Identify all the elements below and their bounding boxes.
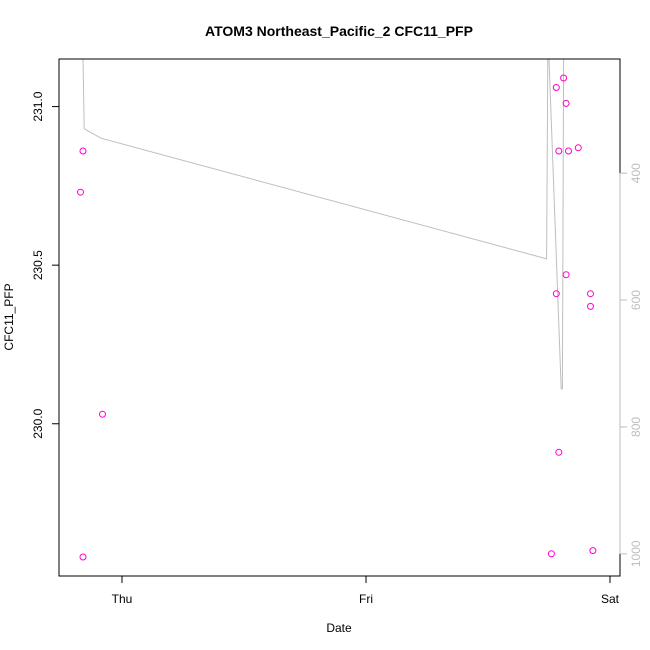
y-axis: 230.0 230.5 231.0	[31, 91, 60, 439]
data-point	[79, 553, 87, 561]
y-tick-label: 231.0	[31, 91, 45, 121]
data-point	[589, 547, 597, 555]
y2-tick-label: 1000	[629, 540, 643, 567]
y2-tick-label: 600	[629, 290, 643, 310]
plot-frame	[58, 58, 621, 577]
chart-title: ATOM3 Northeast_Pacific_2 CFC11_PFP	[205, 23, 473, 39]
y-tick-label: 230.5	[31, 250, 45, 280]
data-point	[547, 550, 555, 558]
data-point	[79, 147, 87, 155]
y-tick-label: 230.0	[31, 408, 45, 438]
data-point	[574, 144, 582, 152]
y2-tick-label: 800	[629, 417, 643, 437]
data-point	[555, 147, 563, 155]
data-point	[77, 188, 84, 196]
data-point	[552, 84, 560, 91]
plot-area	[77, 59, 597, 561]
y-axis-label: CFC11_PFP	[2, 283, 16, 350]
x-tick-label: Fri	[359, 592, 373, 606]
data-point	[552, 290, 560, 298]
data-point	[562, 99, 570, 107]
data-point	[587, 302, 594, 310]
data-point	[587, 290, 594, 298]
x-axis-label: Date	[326, 621, 352, 635]
y2-axis: 400 600 800 1000	[619, 163, 643, 567]
y2-tick-label: 400	[629, 163, 643, 183]
data-point	[565, 147, 572, 155]
data-point	[555, 448, 563, 456]
x-tick-label: Sat	[601, 592, 620, 606]
data-point	[562, 271, 570, 279]
data-point	[560, 74, 568, 82]
x-tick-label: Thu	[112, 592, 133, 606]
x-axis: Thu Fri Sat	[112, 575, 620, 606]
altitude-line	[81, 59, 565, 390]
data-point	[99, 410, 106, 418]
